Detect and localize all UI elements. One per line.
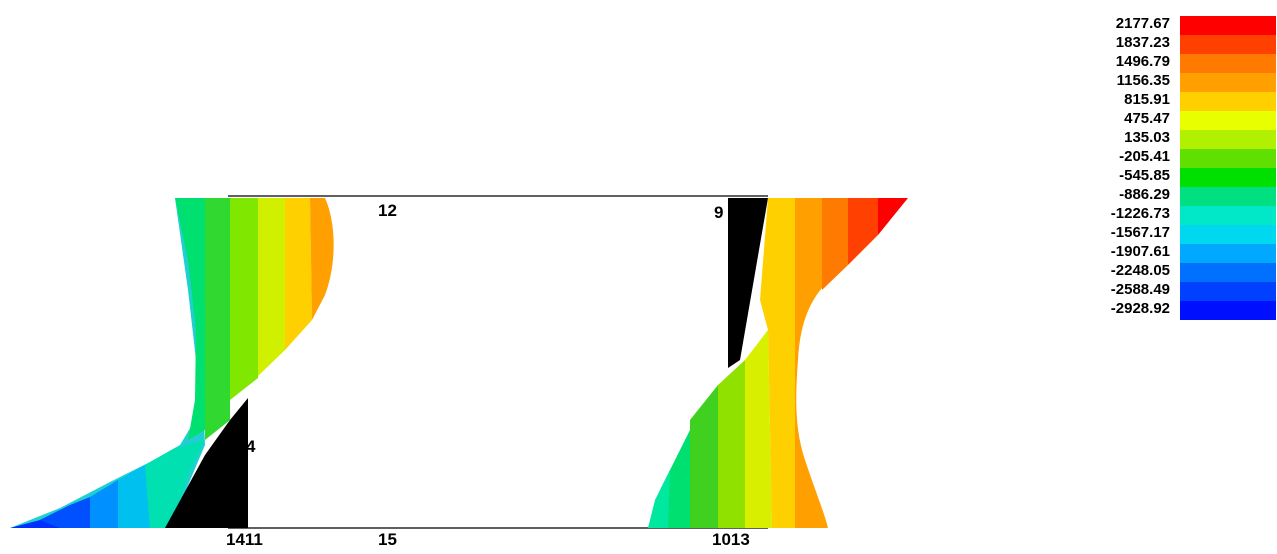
legend-value: 475.47 <box>1124 110 1170 127</box>
legend-value: -2588.49 <box>1110 281 1170 298</box>
legend-swatch <box>1180 187 1276 206</box>
legend-swatch <box>1180 282 1276 301</box>
legend-row: -205.41 <box>1070 147 1276 168</box>
right-column-stress <box>648 198 908 528</box>
legend-value: -2928.92 <box>1110 300 1170 317</box>
legend-value: -1567.17 <box>1110 224 1170 241</box>
legend-value: 1837.23 <box>1115 34 1170 51</box>
legend-row: 1156.35 <box>1070 71 1276 92</box>
node-label-15: 15 <box>378 530 397 549</box>
legend-row: 135.03 <box>1070 128 1276 149</box>
legend-row: -886.29 <box>1070 185 1276 206</box>
legend-row: 1837.23 <box>1070 33 1276 54</box>
legend-swatch <box>1180 130 1276 149</box>
node-label-9: 9 <box>714 203 723 222</box>
legend-row: -2588.49 <box>1070 280 1276 301</box>
legend-swatch <box>1180 92 1276 111</box>
legend-swatch <box>1180 149 1276 168</box>
legend-swatch <box>1180 263 1276 282</box>
legend-value: -205.41 <box>1119 148 1170 165</box>
legend-value: 2177.67 <box>1115 15 1170 32</box>
legend-row: -545.85 <box>1070 166 1276 187</box>
legend-swatch <box>1180 54 1276 73</box>
legend-value: -886.29 <box>1119 186 1170 203</box>
legend-swatch <box>1180 301 1276 320</box>
node-label-12: 12 <box>378 201 397 220</box>
color-legend: 2177.67 1837.23 1496.79 1156.35 815.91 475.47… <box>1070 14 1276 320</box>
legend-value: -2248.05 <box>1110 262 1170 279</box>
legend-swatch <box>1180 16 1276 35</box>
legend-swatch <box>1180 111 1276 130</box>
legend-swatch <box>1180 35 1276 54</box>
legend-row: -1567.17 <box>1070 223 1276 244</box>
legend-swatch <box>1180 244 1276 263</box>
legend-value: -1907.61 <box>1110 243 1170 260</box>
legend-swatch <box>1180 206 1276 225</box>
legend-row: -2248.05 <box>1070 261 1276 282</box>
legend-value: -1226.73 <box>1110 205 1170 222</box>
legend-row: -2928.92 <box>1070 299 1276 320</box>
legend-value: 135.03 <box>1124 129 1170 146</box>
legend-swatch <box>1180 225 1276 244</box>
legend-row: 1496.79 <box>1070 52 1276 73</box>
legend-swatch <box>1180 168 1276 187</box>
node-label-4: 4 <box>246 437 256 456</box>
legend-row: -1226.73 <box>1070 204 1276 225</box>
legend-row: -1907.61 <box>1070 242 1276 263</box>
legend-row: 475.47 <box>1070 109 1276 130</box>
legend-value: 1496.79 <box>1115 53 1170 70</box>
node-label-1411: 1411 <box>226 530 263 549</box>
left-column-stress <box>10 198 334 528</box>
legend-value: 1156.35 <box>1116 72 1170 89</box>
legend-value: 815.91 <box>1124 91 1170 108</box>
node-label-1013: 1013 <box>712 530 750 549</box>
legend-row: 2177.67 <box>1070 14 1276 35</box>
legend-swatch <box>1180 73 1276 92</box>
legend-row: 815.91 <box>1070 90 1276 111</box>
legend-value: -545.85 <box>1119 167 1170 184</box>
